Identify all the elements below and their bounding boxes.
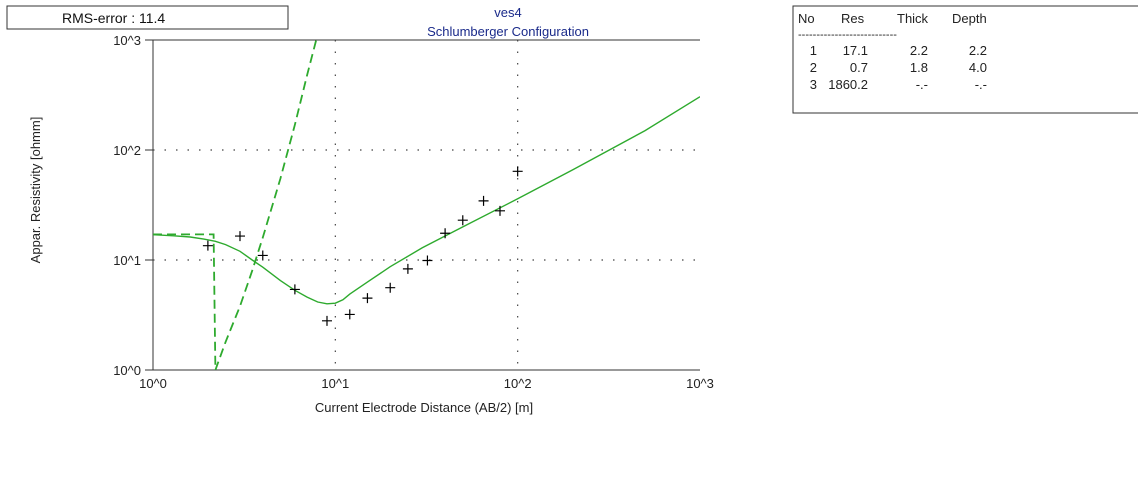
table-cell: 2.2 [910,43,928,58]
model-curve [153,96,700,305]
table-header-cell: Res [841,11,865,26]
dashed-model-curve [153,40,318,370]
x-tick-label: 10^2 [504,376,532,391]
x-axis-ticks: 10^0 10^1 10^2 10^3 [139,376,714,391]
x-tick-label: 10^3 [686,376,714,391]
table-cell: 3 [810,77,817,92]
data-point-marker [362,293,373,304]
data-point-marker [344,309,355,320]
layer-table-box [792,5,1138,114]
data-point-marker [478,195,489,206]
y-tick-label: 10^1 [113,253,141,268]
table-cell: -.- [975,77,987,92]
data-point-marker [257,250,268,261]
table-cell: 1 [810,43,817,58]
x-tick-label: 10^1 [321,376,349,391]
data-point-marker [234,231,245,242]
table-header-cell: Thick [897,11,929,26]
rms-error-box [6,5,289,30]
table-header-cell: Depth [952,11,987,26]
data-point-marker [440,228,451,239]
table-cell: 17.1 [843,43,868,58]
y-axis-ticks: 10^0 10^1 10^2 10^3 [113,33,153,378]
data-point-marker [289,284,300,295]
table-cell: 4.0 [969,60,987,75]
data-point-marker [402,263,413,274]
table-cell: 1.8 [910,60,928,75]
y-tick-label: 10^2 [113,143,141,158]
table-header-cell: No [798,11,815,26]
chart-title: ves4 [494,5,521,20]
x-tick-label: 10^0 [139,376,167,391]
x-axis-label: Current Electrode Distance (AB/2) [m] [315,400,533,415]
chart-subtitle: Schlumberger Configuration [427,24,589,39]
table-cell: 2 [810,60,817,75]
table-cell: 1860.2 [828,77,868,92]
data-point-marker [321,315,332,326]
rms-error-label: RMS-error : 11.4 [62,10,165,26]
layer-table: No Res Thick Depth -------------------------… [798,11,987,92]
data-point-marker [457,215,468,226]
y-tick-label: 10^0 [113,363,141,378]
data-point-marker [202,240,213,251]
series-group [153,40,700,370]
y-tick-label: 10^3 [113,33,141,48]
y-axis-label: Appar. Resistivity [ohmm] [28,117,43,264]
data-point-marker [512,166,523,177]
data-point-marker [422,255,433,266]
table-cell: -.- [916,77,928,92]
data-point-marker [494,205,505,216]
data-point-marker [385,282,396,293]
table-cell: 2.2 [969,43,987,58]
table-cell: 0.7 [850,60,868,75]
table-separator: --------------------------- [798,29,897,41]
grid [153,40,700,370]
